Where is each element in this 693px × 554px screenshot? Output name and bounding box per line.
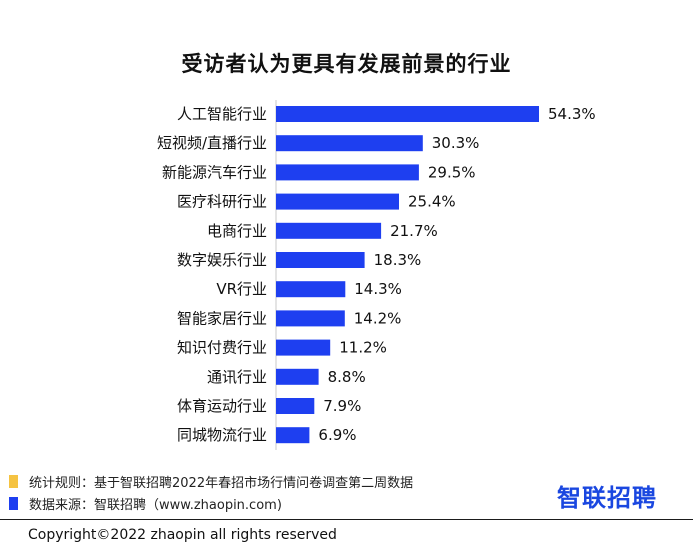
category-label: 知识付费行业 [177,339,267,357]
chart-title: 受访者认为更具有发展前景的行业 [181,52,512,76]
category-label: 人工智能行业 [177,105,267,123]
bar [276,193,399,210]
bar [276,164,419,181]
copyright-text: Copyright©2022 zhaopin all rights reserv… [28,527,337,543]
bar [276,368,319,385]
category-label: 电商行业 [207,222,267,240]
category-label: 通讯行业 [207,368,267,386]
chart-notes: 统计规则：基于智联招聘2022年春招市场行情问卷调查第二周数据 数据来源：智联招… [9,470,413,514]
bar [276,222,382,239]
value-label: 18.3% [374,251,422,269]
value-label: 11.2% [339,339,387,357]
category-label: VR行业 [216,280,267,298]
bar [276,339,331,356]
note-rule-text: 统计规则：基于智联招聘2022年春招市场行情问卷调查第二周数据 [29,475,414,491]
bar [276,135,423,152]
value-label: 6.9% [318,426,356,444]
zhaopin-logo: 智联招聘 [557,484,657,512]
bar [276,310,345,327]
bar [276,427,310,444]
note-source: 数据来源：智联招聘（www.zhaopin.com) [9,492,413,514]
category-label: 体育运动行业 [177,397,267,415]
category-label: 同城物流行业 [177,426,267,444]
bar [276,398,315,414]
value-label: 54.3% [548,105,596,123]
value-label: 8.8% [328,368,366,386]
value-label: 29.5% [428,163,476,181]
category-label: 数字娱乐行业 [177,251,267,269]
category-label: 智能家居行业 [177,309,267,327]
value-label: 14.3% [354,280,402,298]
value-label: 14.2% [354,309,402,327]
blue-square-icon [9,496,18,510]
bar [276,106,539,122]
note-source-text: 数据来源：智联招聘（www.zhaopin.com) [29,497,282,513]
category-label: 短视频/直播行业 [157,134,267,152]
value-label: 7.9% [323,397,361,415]
note-rule: 统计规则：基于智联招聘2022年春招市场行情问卷调查第二周数据 [9,470,413,492]
bar [276,252,365,268]
value-label: 21.7% [390,222,438,240]
footer-divider [0,519,693,520]
category-label: 新能源汽车行业 [162,163,267,181]
value-label: 30.3% [432,134,480,152]
bar [276,281,346,298]
bar-chart: 人工智能行业 54.3% 短视频/直播行业 30.3% 新能源汽车行业 29.5% 医疗科研… [157,100,596,450]
value-label: 25.4% [408,193,456,211]
category-label: 医疗科研行业 [177,193,267,211]
yellow-square-icon [9,474,18,488]
